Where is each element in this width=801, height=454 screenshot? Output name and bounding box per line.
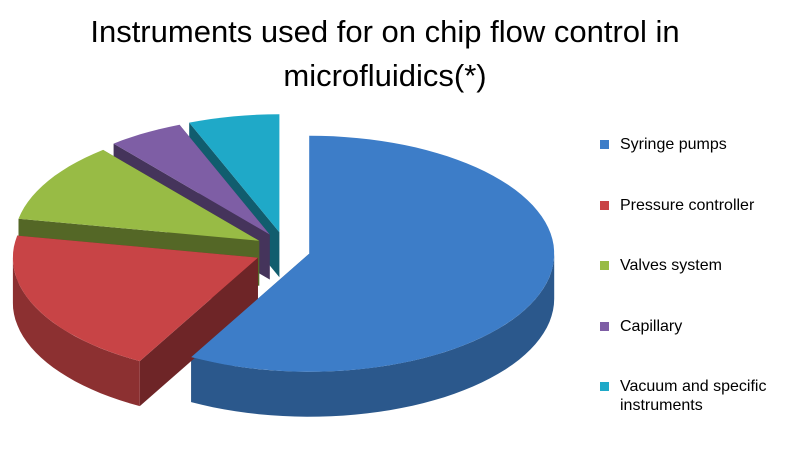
slice-outer-wall: [12, 257, 140, 407]
pie-slice: [18, 149, 260, 241]
legend-swatch: [600, 321, 609, 331]
chart-title: Instruments used for on chip flow contro…: [90, 14, 680, 93]
pie-slice: [191, 135, 555, 372]
slice-side-wall: [139, 257, 258, 407]
slice-outer-wall: [191, 253, 555, 417]
pie-slice: [189, 114, 280, 233]
legend-label: Valves system: [620, 257, 722, 274]
pie-area: [12, 114, 555, 417]
legend-swatch: [600, 200, 609, 210]
legend-swatch: [600, 382, 609, 391]
legend: Syringe pumps Pressure controller Valves s…: [600, 0, 800, 454]
legend-label: Capillary: [620, 317, 683, 335]
pie-slice: [113, 124, 270, 235]
legend-label: Syringe pumps: [620, 136, 727, 153]
legend-label: Vacuum and specific instruments: [620, 378, 767, 414]
legend-label: Pressure controller: [620, 196, 755, 214]
pie-slice: [12, 235, 258, 362]
legend-swatch: [600, 140, 609, 149]
legend-swatch: [600, 261, 609, 270]
